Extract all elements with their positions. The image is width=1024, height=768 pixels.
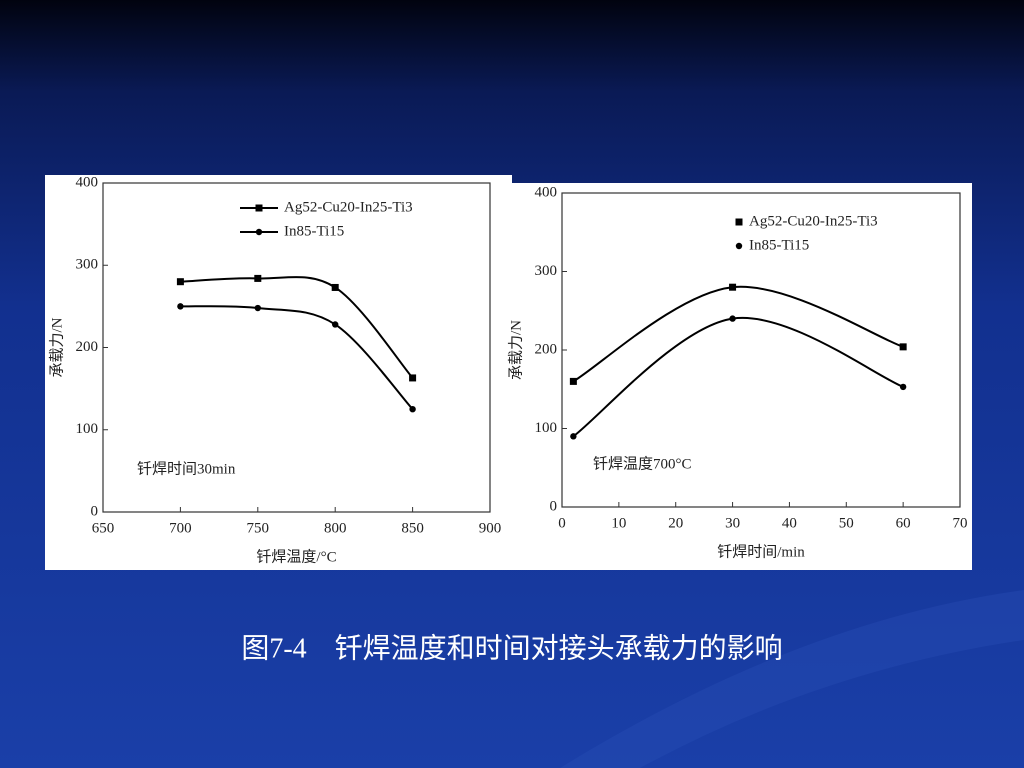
marker <box>176 278 184 286</box>
charts: 650 700 750 800 850 9000100200300400钎焊温度/°C承载… <box>48 174 967 565</box>
legend-label: Ag52-Cu20-In25-Ti3 <box>749 213 878 229</box>
legend-marker <box>735 242 743 250</box>
marker <box>331 283 339 291</box>
x-tick-label: 750 <box>247 520 270 536</box>
x-tick-label: 20 <box>668 515 683 531</box>
x-tick-label: 30 <box>725 515 740 531</box>
legend-marker <box>255 204 263 212</box>
y-tick-label: 300 <box>76 257 99 273</box>
x-tick-label: 60 <box>896 515 911 531</box>
x-tick-label: 800 <box>324 520 347 536</box>
legend-marker <box>735 218 743 226</box>
y-tick-label: 200 <box>535 341 558 357</box>
x-tick-label: 900 <box>479 520 502 536</box>
marker <box>569 377 577 385</box>
y-tick-label: 0 <box>91 503 99 519</box>
series-line <box>180 276 414 379</box>
x-tick-label: 650 <box>92 520 115 536</box>
annotation: 钎焊时间30min <box>137 460 236 477</box>
marker <box>409 374 417 382</box>
caption: 图7-4 钎焊温度和时间对接头承载力的影响 <box>241 632 782 664</box>
x-tick-label: 10 <box>611 515 626 531</box>
y-tick-label: 0 <box>550 498 558 514</box>
legend-marker <box>255 228 263 236</box>
marker <box>729 315 736 322</box>
y-tick-label: 400 <box>76 174 99 190</box>
legend-label: In85-Ti15 <box>284 223 344 239</box>
legend-label: In85-Ti15 <box>749 237 809 253</box>
marker <box>899 383 907 391</box>
series-line <box>180 305 414 410</box>
chart-panel <box>512 183 972 570</box>
x-axis-label: 钎焊时间/min <box>717 543 805 560</box>
y-tick-label: 300 <box>535 263 558 279</box>
x-tick-label: 50 <box>839 515 854 531</box>
marker <box>729 283 737 291</box>
x-axis-label: 钎焊温度/°C <box>256 548 336 565</box>
marker <box>899 343 907 351</box>
legend-label: Ag52-Cu20-In25-Ti3 <box>284 199 413 215</box>
marker <box>332 321 339 328</box>
y-tick-label: 100 <box>76 421 99 437</box>
y-axis-label: 承载力/N <box>48 317 65 377</box>
x-tick-label: 70 <box>953 515 968 531</box>
marker <box>254 274 262 282</box>
marker <box>177 303 184 310</box>
marker <box>409 405 416 413</box>
y-axis-label: 承载力/N <box>507 320 524 380</box>
x-tick-label: 40 <box>782 515 797 531</box>
marker <box>570 433 577 440</box>
decor-swoosh <box>560 590 1024 768</box>
chart-panel <box>45 175 512 570</box>
y-tick-label: 400 <box>535 184 558 200</box>
x-tick-label: 850 <box>401 520 424 536</box>
x-tick-label: 700 <box>169 520 192 536</box>
annotation: 钎焊温度700°C <box>593 455 692 472</box>
y-tick-label: 200 <box>76 339 99 355</box>
y-tick-label: 100 <box>535 420 558 436</box>
x-tick-label: 0 <box>558 515 566 531</box>
marker <box>254 304 261 312</box>
